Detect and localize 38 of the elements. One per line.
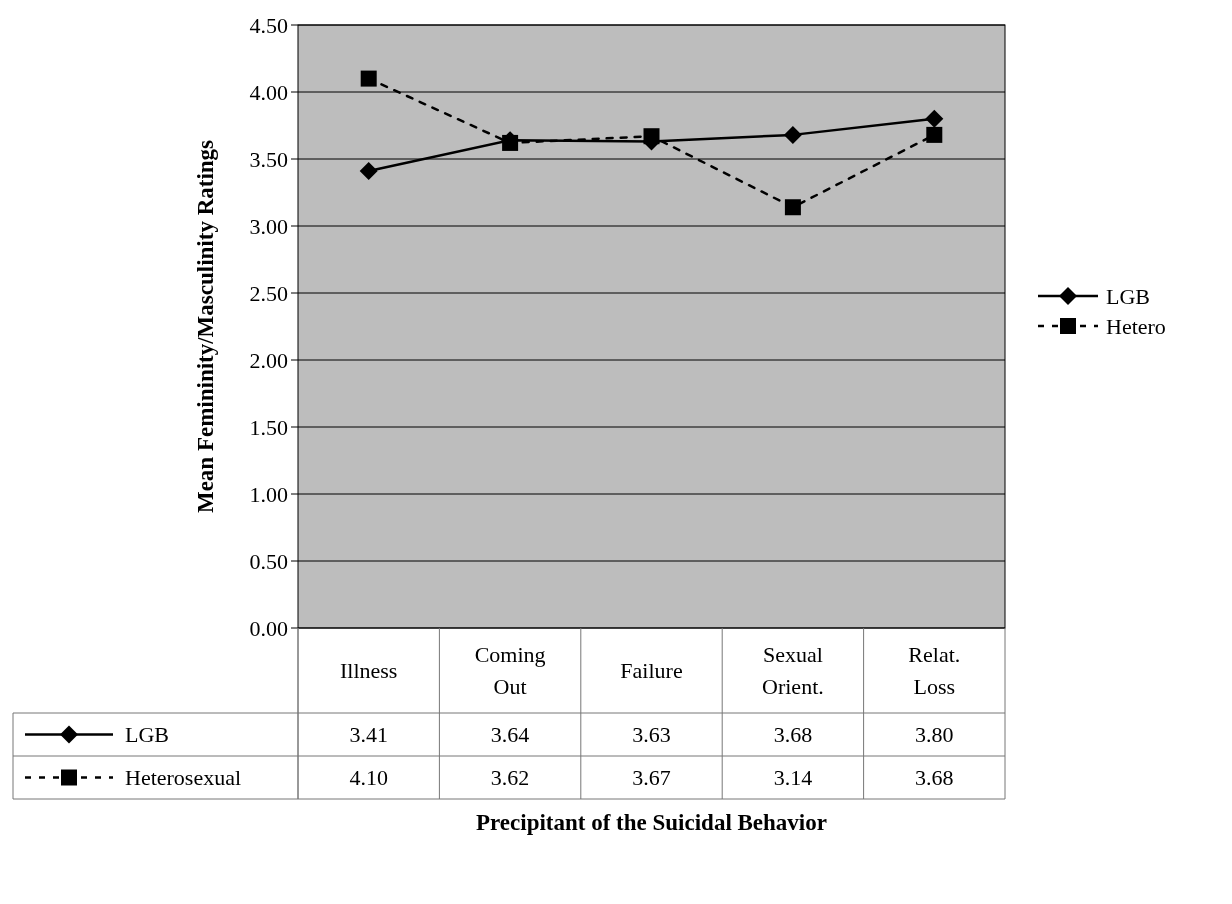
y-tick-label: 2.00 [249,347,288,373]
y-tick-label: 0.50 [249,548,288,574]
y-tick-label: 4.50 [249,12,288,38]
data-label: 3.62 [490,765,530,791]
data-label: 4.10 [349,765,388,791]
point [360,70,377,87]
legend-label: Hetero [1106,313,1166,339]
y-tick-label: 1.50 [249,414,288,440]
x-tick-label: Relat. Loss [908,642,961,700]
data-label: 3.14 [773,765,813,791]
y-tick-label: 3.50 [249,146,288,172]
x-tick-label: Sexual Orient. [762,642,824,700]
text: Heterosexual [125,765,242,791]
legend-label: LGB [1106,283,1150,309]
point [359,162,378,181]
point [784,199,801,216]
text: LGB [125,722,169,748]
point [926,126,943,143]
x-tick-label: Coming Out [474,642,546,700]
y-tick-label: 1.00 [249,481,288,507]
data-label: 3.68 [915,765,954,791]
y-tick-label: 3.00 [249,213,288,239]
y-tick-label: 4.00 [249,79,288,105]
data-label: 3.63 [632,722,671,748]
x-tick-label: Failure [620,658,683,684]
data-label: 3.41 [349,722,388,748]
y-tick-label: 2.50 [249,280,288,306]
point [925,109,944,128]
data-label: 3.67 [632,765,671,791]
point [783,125,802,144]
y-tick-label: 0.00 [249,615,288,641]
data-label: 3.64 [490,722,530,748]
data-label: 3.80 [915,722,954,748]
y-axis-title: Mean Femininity/Masculinity Ratings [193,139,218,514]
data-label: 3.68 [773,722,813,748]
x-axis-title: Precipitant of the Suicidal Behavior [476,810,827,835]
x-tick-label: Illness [339,658,398,684]
point [643,128,660,145]
